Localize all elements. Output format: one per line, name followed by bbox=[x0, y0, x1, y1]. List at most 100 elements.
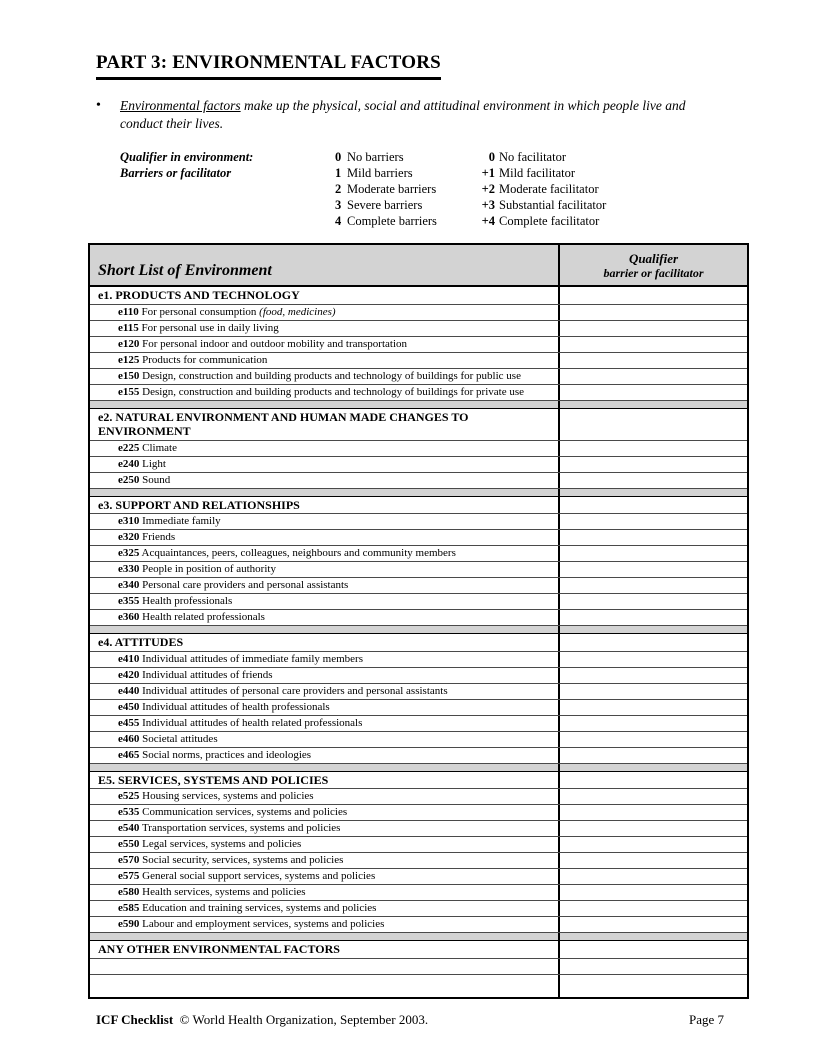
table-row-label: e440 Individual attitudes of personal ca… bbox=[90, 683, 560, 699]
qualifier-cell bbox=[560, 610, 747, 625]
table-row: e325 Acquaintances, peers, colleagues, n… bbox=[90, 545, 747, 561]
legend-item-text: Severe barriers bbox=[347, 198, 423, 212]
table-row: e115 For personal use in daily living bbox=[90, 319, 747, 336]
qualifier-cell bbox=[560, 668, 747, 683]
legend-item: +3 Substantial facilitator bbox=[478, 197, 658, 213]
qualifier-cell bbox=[560, 337, 747, 352]
section-header-row-label: e1. PRODUCTS AND TECHNOLOGY bbox=[90, 287, 560, 304]
table-row: e590 Labour and employment services, sys… bbox=[90, 916, 747, 932]
legend-item-value: +1 bbox=[481, 166, 495, 180]
qualifier-cell bbox=[560, 530, 747, 545]
table-row-label: e110 For personal consumption (food, med… bbox=[90, 304, 560, 320]
table-row-label: e585 Education and training services, sy… bbox=[90, 901, 560, 916]
qualifier-cell bbox=[560, 869, 747, 884]
table-row: e120 For personal indoor and outdoor mob… bbox=[90, 335, 747, 352]
item-code: e465 bbox=[118, 748, 140, 761]
item-code: e110 bbox=[118, 305, 139, 318]
table-row-label: e310 Immediate family bbox=[90, 514, 560, 529]
legend-item-text: Mild barriers bbox=[347, 166, 413, 180]
qualifier-cell bbox=[560, 716, 747, 731]
qualifier-cell bbox=[560, 489, 747, 496]
table-row-label: e320 Friends bbox=[90, 530, 560, 545]
qualifier-cell bbox=[560, 353, 747, 368]
table-row-label: e570 Social security, services, systems … bbox=[90, 853, 560, 868]
section-spacer-row bbox=[90, 625, 747, 633]
table-body: e1. PRODUCTS AND TECHNOLOGY e110 For pers… bbox=[90, 287, 747, 997]
legend-item: 2 Moderate barriers bbox=[335, 181, 478, 197]
qualifier-cell bbox=[560, 514, 747, 529]
table-header-qualifier: Qualifier barrier or facilitator bbox=[560, 245, 747, 285]
legend-item-value: 0 bbox=[335, 150, 342, 164]
qualifier-cell bbox=[560, 941, 747, 958]
item-code: e420 bbox=[118, 668, 140, 681]
section-spacer-row-label bbox=[90, 400, 560, 408]
page-number: Page 7 bbox=[688, 1012, 724, 1027]
qualifier-cell bbox=[560, 821, 747, 836]
section-header-row-label: E5. SERVICES, SYSTEMS AND POLICIES bbox=[90, 771, 560, 788]
table-row-label: e460 Societal attitudes bbox=[90, 731, 560, 747]
table-row: e585 Education and training services, sy… bbox=[90, 900, 747, 916]
table-row: e330 People in position of authority bbox=[90, 561, 747, 577]
legend-item-value: 4 bbox=[335, 214, 342, 228]
legend-item-text: No barriers bbox=[347, 150, 404, 164]
table-row-label: e240 Light bbox=[90, 456, 560, 472]
legend-item-value: 0 bbox=[488, 150, 495, 164]
table-row-label: e250 Sound bbox=[90, 472, 560, 488]
item-code: e320 bbox=[118, 531, 140, 543]
qualifier-cell bbox=[560, 287, 747, 304]
qualifier-cell bbox=[560, 546, 747, 561]
table-row: e440 Individual attitudes of personal ca… bbox=[90, 682, 747, 699]
table-row: e320 Friends bbox=[90, 529, 747, 545]
qualifier-cell bbox=[560, 764, 747, 771]
legend-label-line1: Qualifier in environment: bbox=[120, 150, 254, 164]
bullet-marker: • bbox=[96, 98, 101, 113]
qualifier-cell bbox=[560, 700, 747, 715]
qualifier-cell bbox=[560, 385, 747, 400]
table-row-label: e590 Labour and employment services, sys… bbox=[90, 917, 560, 932]
table-row: e250 Sound bbox=[90, 471, 747, 488]
legend-item-value: +3 bbox=[481, 198, 495, 212]
section-header-row-label: e4. ATTITUDES bbox=[90, 634, 560, 651]
section-spacer-row bbox=[90, 487, 747, 496]
qualifier-cell bbox=[560, 975, 747, 997]
item-code: e575 bbox=[118, 870, 140, 882]
table-row-label: e150 Design, construction and building p… bbox=[90, 368, 560, 384]
section-header-row-label: ANY OTHER ENVIRONMENTAL FACTORS bbox=[90, 941, 560, 958]
facilitators-column: 0 No facilitator +1 Mild facilitator +2 Moder… bbox=[478, 149, 658, 229]
item-code: e250 bbox=[118, 473, 140, 486]
legend-item-text: Substantial facilitator bbox=[499, 198, 607, 212]
qualifier-cell bbox=[560, 562, 747, 577]
table-row: e460 Societal attitudes bbox=[90, 730, 747, 747]
item-code: e540 bbox=[118, 822, 140, 834]
table-row: e420 Individual attitudes of friends bbox=[90, 666, 747, 683]
item-code: e550 bbox=[118, 838, 140, 850]
section-header-row: e1. PRODUCTS AND TECHNOLOGY bbox=[90, 287, 747, 304]
item-note: (food, medicines) bbox=[259, 305, 336, 318]
qualifier-cell bbox=[560, 901, 747, 916]
item-code: e525 bbox=[118, 790, 140, 802]
section-spacer-row bbox=[90, 399, 747, 408]
legend-item-value: 1 bbox=[335, 166, 342, 180]
table-row-label: e330 People in position of authority bbox=[90, 562, 560, 577]
legend-item: 1 Mild barriers bbox=[335, 165, 478, 181]
table-header-short-list: Short List of Environment bbox=[90, 245, 560, 285]
table-row-label: e410 Individual attitudes of immediate f… bbox=[90, 651, 560, 667]
legend-item: 4 Complete barriers bbox=[335, 213, 478, 229]
section-spacer-row-label bbox=[90, 763, 560, 771]
table-row-label: e355 Health professionals bbox=[90, 594, 560, 609]
table-row-label: e540 Transportation services, systems an… bbox=[90, 821, 560, 836]
blank-row bbox=[90, 957, 747, 974]
table-row-label: e155 Design, construction and building p… bbox=[90, 384, 560, 400]
section-header-row: ANY OTHER ENVIRONMENTAL FACTORS bbox=[90, 940, 747, 958]
item-code: e155 bbox=[118, 385, 140, 398]
intro-text: Environmental factors make up the physic… bbox=[120, 97, 721, 133]
item-code: e225 bbox=[118, 441, 140, 454]
item-code: e115 bbox=[118, 321, 139, 334]
qualifier-cell bbox=[560, 732, 747, 747]
legend-label-line2: Barriers or facilitator bbox=[120, 166, 232, 180]
table-row: e525 Housing services, systems and polic… bbox=[90, 788, 747, 804]
legend-item: +1 Mild facilitator bbox=[478, 165, 658, 181]
item-code: e440 bbox=[118, 684, 140, 697]
blank-row-label bbox=[90, 974, 560, 997]
item-code: e450 bbox=[118, 700, 140, 713]
